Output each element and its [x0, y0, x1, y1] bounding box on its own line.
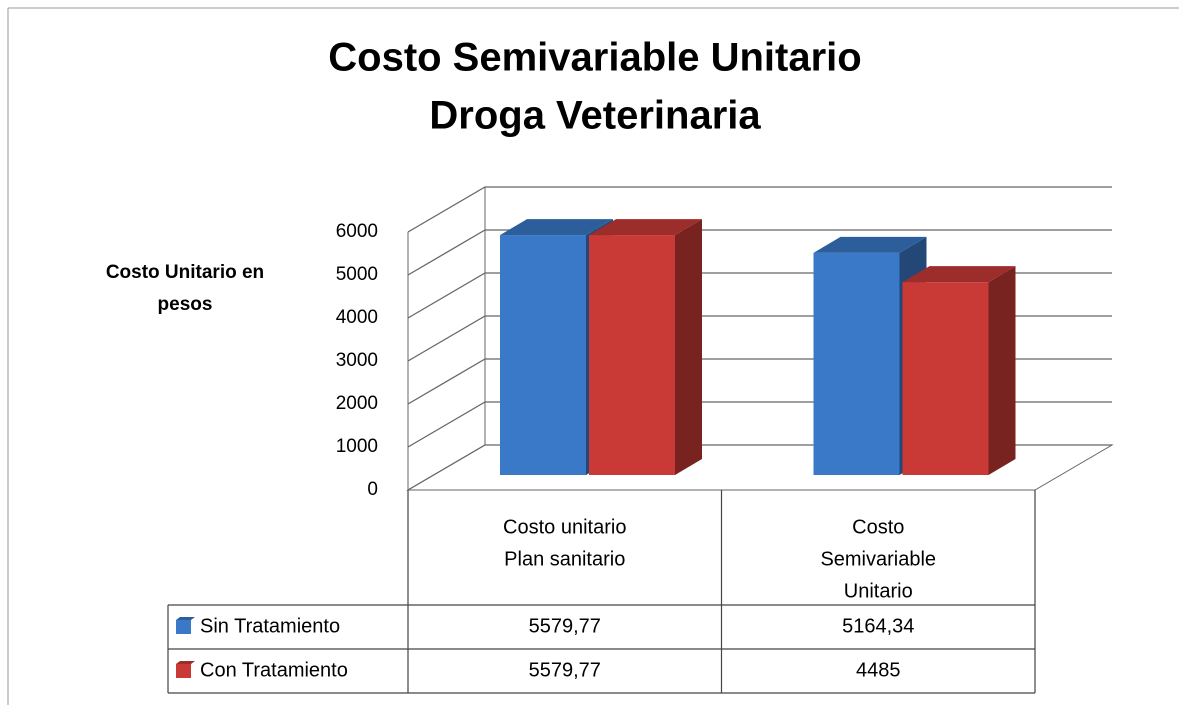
y-axis-label: Costo Unitario en	[106, 262, 264, 283]
table-value: 5164,34	[842, 615, 914, 637]
bar-top	[500, 219, 613, 236]
y-tick-label: 3000	[336, 350, 378, 371]
bar-front	[813, 252, 900, 475]
x-tick-label: Unitario	[844, 580, 913, 602]
table-value: 5579,77	[529, 615, 601, 637]
chart-title: Droga Veterinaria	[429, 94, 761, 138]
bar-side	[988, 266, 1016, 475]
y-tick-label: 5000	[336, 264, 378, 285]
bar-front	[500, 235, 586, 475]
legend-swatch	[176, 664, 191, 678]
legend-key	[176, 617, 195, 634]
bar-top	[813, 236, 927, 253]
y-tick-label: 2000	[336, 393, 378, 414]
legend-key	[176, 661, 195, 678]
x-tick-label: Plan sanitario	[504, 548, 625, 570]
legend-swatch	[176, 620, 191, 634]
table-value: 5579,77	[529, 659, 601, 681]
y-tick-label: 1000	[336, 436, 378, 457]
x-tick-label: Semivariable	[820, 548, 936, 570]
bar	[589, 219, 702, 475]
x-tick-label: Costo unitario	[503, 516, 626, 538]
bar-side	[675, 219, 702, 475]
y-tick-label: 0	[367, 479, 378, 500]
chart-title: Costo Semivariable Unitario	[328, 36, 861, 80]
y-axis-label: pesos	[158, 294, 213, 315]
table-value: 4485	[856, 659, 901, 681]
bar-top	[902, 266, 1016, 283]
legend-label: Sin Tratamiento	[200, 615, 340, 637]
grid-segment	[407, 186, 1112, 233]
legend-label: Con Tratamiento	[200, 659, 348, 681]
grid-segment	[407, 229, 1112, 276]
bar	[902, 266, 1016, 475]
x-tick-label: Costo	[852, 516, 904, 538]
y-tick-label: 6000	[336, 221, 378, 242]
y-tick-label: 4000	[336, 307, 378, 328]
bar-top	[589, 219, 702, 236]
legend-swatch-top	[176, 661, 195, 664]
bar-front	[589, 235, 675, 475]
bar-front	[902, 282, 989, 475]
legend-swatch-top	[176, 617, 195, 620]
grid-line	[407, 186, 1112, 233]
grid-line	[407, 229, 1112, 276]
